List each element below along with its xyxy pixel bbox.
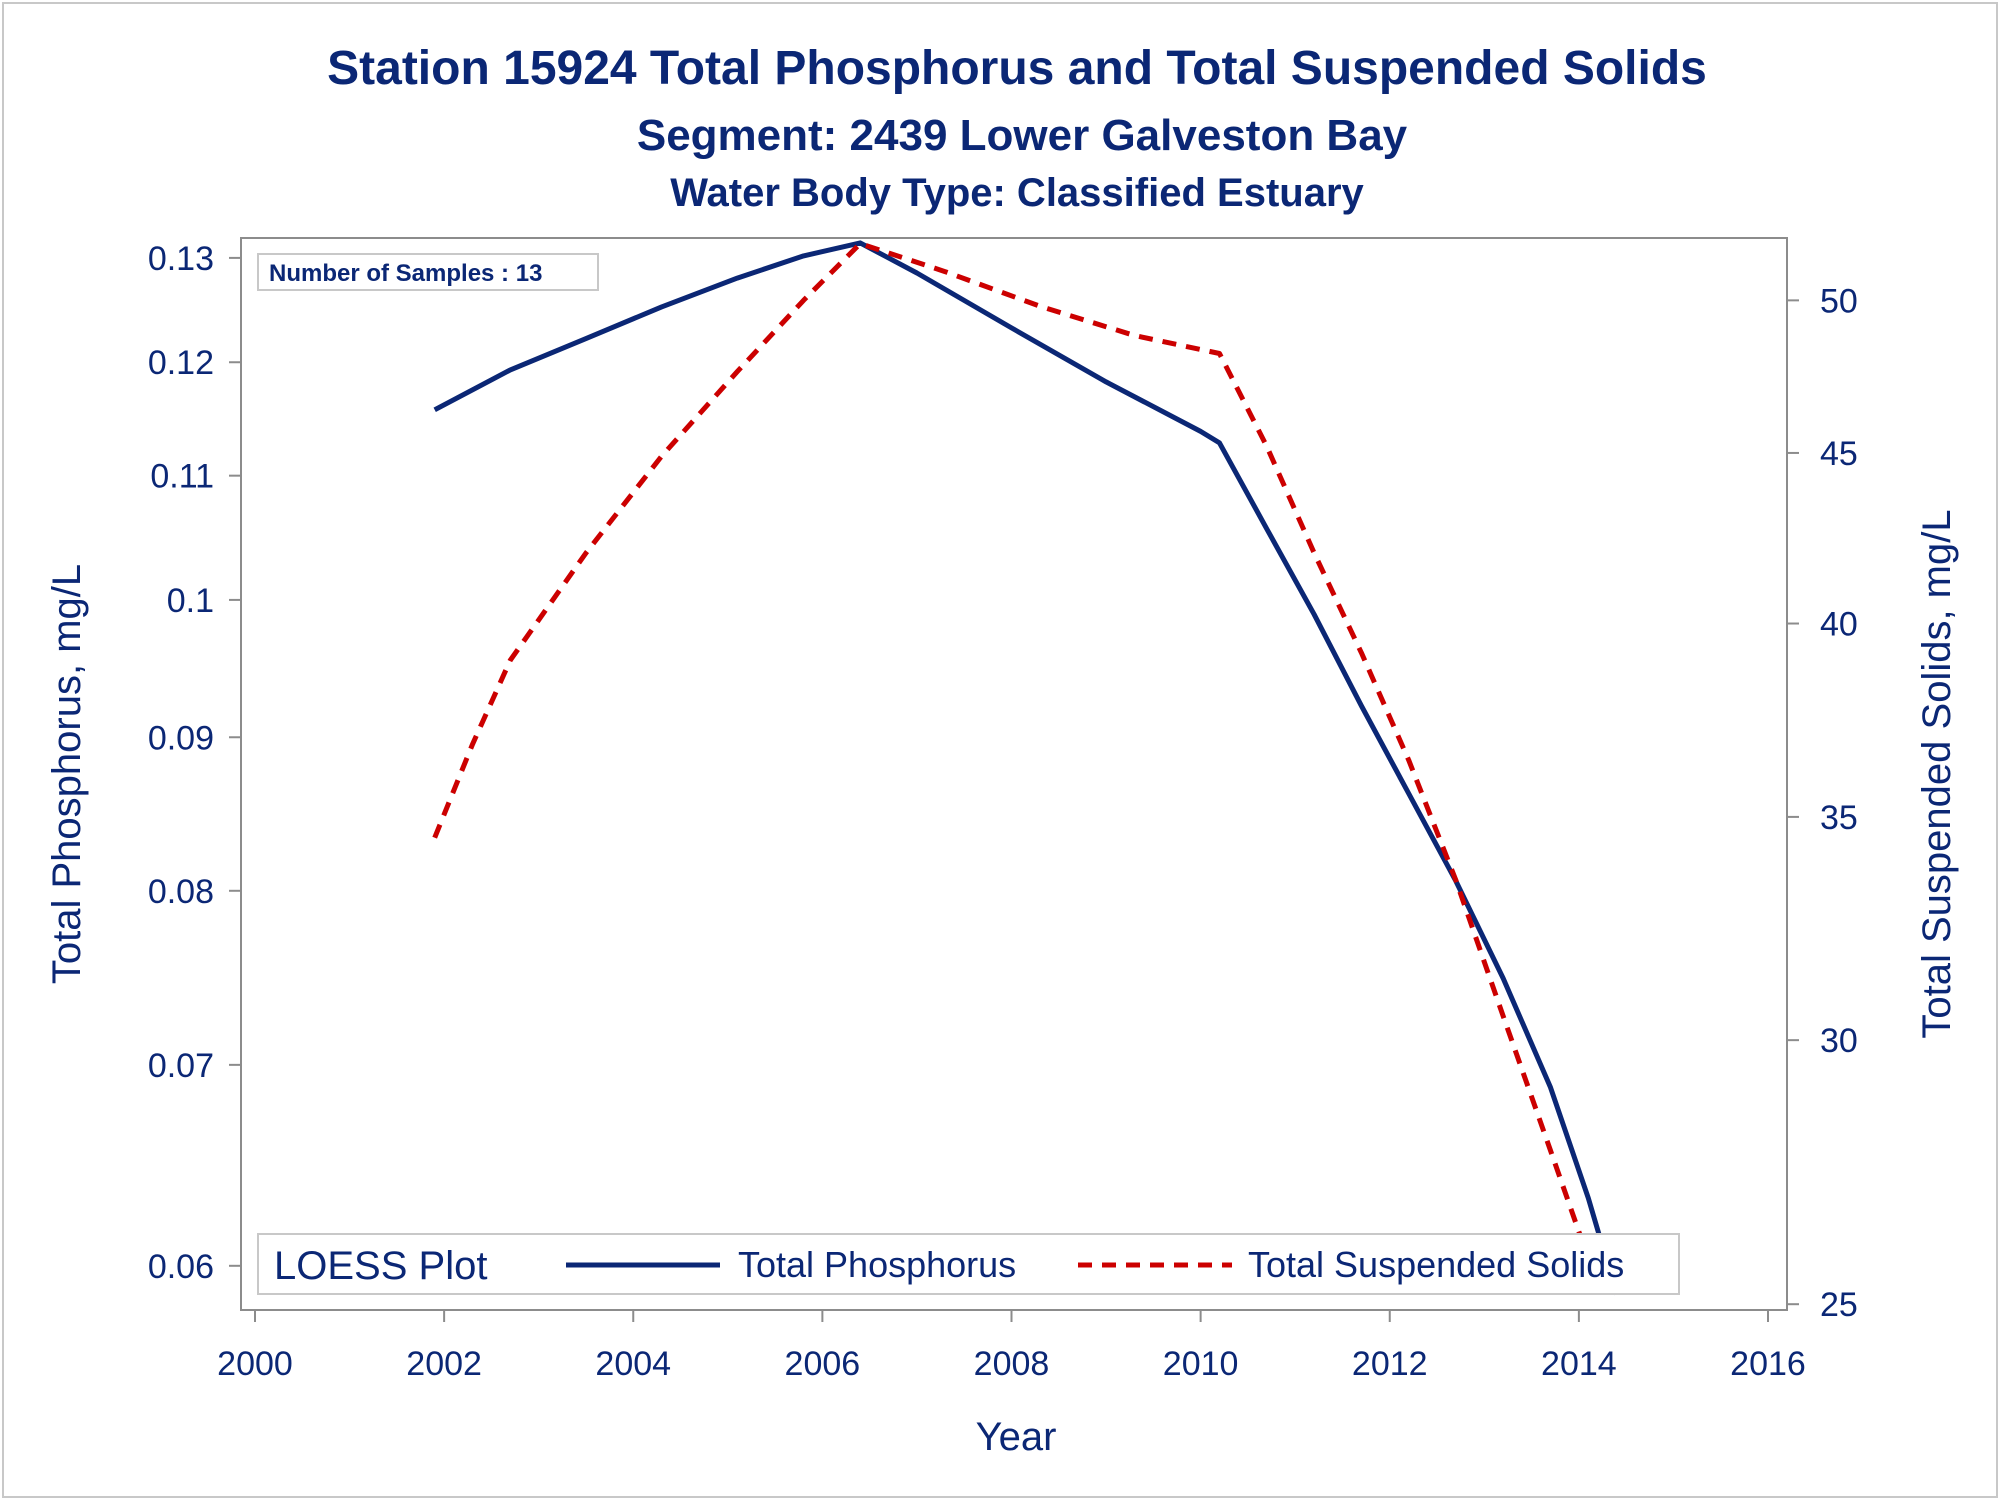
y2-tick-label: 30 xyxy=(1820,1022,1858,1060)
chart-title: Station 15924 Total Phosphorus and Total… xyxy=(327,42,1707,95)
legend-box xyxy=(257,1233,1680,1295)
y-tick-label: 0.13 xyxy=(148,240,214,278)
x-tick-label: 2016 xyxy=(1730,1345,1806,1383)
y-tick-label: 0.07 xyxy=(148,1047,214,1085)
x-tick-label: 2000 xyxy=(217,1345,293,1383)
x-tick-label: 2004 xyxy=(595,1345,671,1383)
x-tick-label: 2014 xyxy=(1541,1345,1617,1383)
sample-count-box xyxy=(257,253,599,291)
y-tick-label: 0.1 xyxy=(167,582,214,620)
x-tick-label: 2006 xyxy=(785,1345,861,1383)
legend-label-phosphorus: Total Phosphorus xyxy=(738,1244,1016,1285)
y-tick-label: 0.12 xyxy=(148,344,214,382)
y2-tick-label: 45 xyxy=(1820,435,1858,473)
y-axis-left: 0.06 0.07 0.08 0.09 0.1 0.11 0.12 0.13 xyxy=(148,240,241,1286)
series-line-phosphorus xyxy=(433,240,1620,1296)
y-axis-right: 25 30 35 40 45 50 xyxy=(1787,282,1858,1324)
legend: LOESS Plot Total Phosphorus Total Suspen… xyxy=(257,1233,1680,1295)
x-tick-label: 2010 xyxy=(1163,1345,1239,1383)
y-tick-label: 0.08 xyxy=(148,873,214,911)
y-axis-label-left: Total Phosphorus, mg/L xyxy=(45,564,89,984)
x-axis-label: Year xyxy=(976,1415,1057,1459)
chart-subtitle-segment: Segment: 2439 Lower Galveston Bay xyxy=(637,111,1408,160)
x-axis: 2000 2002 2004 2006 2008 2010 2012 2014 2016 xyxy=(217,1310,1806,1383)
y-tick-label: 0.11 xyxy=(150,458,214,496)
x-tick-label: 2002 xyxy=(406,1345,482,1383)
x-tick-label: 2012 xyxy=(1352,1345,1428,1383)
x-tick-label: 2008 xyxy=(974,1345,1050,1383)
legend-label-solids: Total Suspended Solids xyxy=(1248,1244,1624,1285)
y2-tick-label: 40 xyxy=(1820,606,1858,644)
y-tick-label: 0.06 xyxy=(148,1248,214,1286)
legend-title: LOESS Plot xyxy=(274,1244,487,1288)
chart-subtitle-waterbody: Water Body Type: Classified Estuary xyxy=(670,171,1364,215)
y2-tick-label: 35 xyxy=(1820,799,1858,837)
plot-area xyxy=(240,237,1788,1311)
y-tick-label: 0.09 xyxy=(148,719,214,757)
y2-tick-label: 50 xyxy=(1820,282,1858,320)
series-layer xyxy=(432,240,1620,1296)
series-line-suspended-solids xyxy=(432,241,1610,1294)
y2-tick-label: 25 xyxy=(1820,1286,1858,1324)
sample-count-text: Number of Samples : 13 xyxy=(269,260,542,287)
y-axis-label-right: Total Suspended Solids, mg/L xyxy=(1915,509,1959,1038)
